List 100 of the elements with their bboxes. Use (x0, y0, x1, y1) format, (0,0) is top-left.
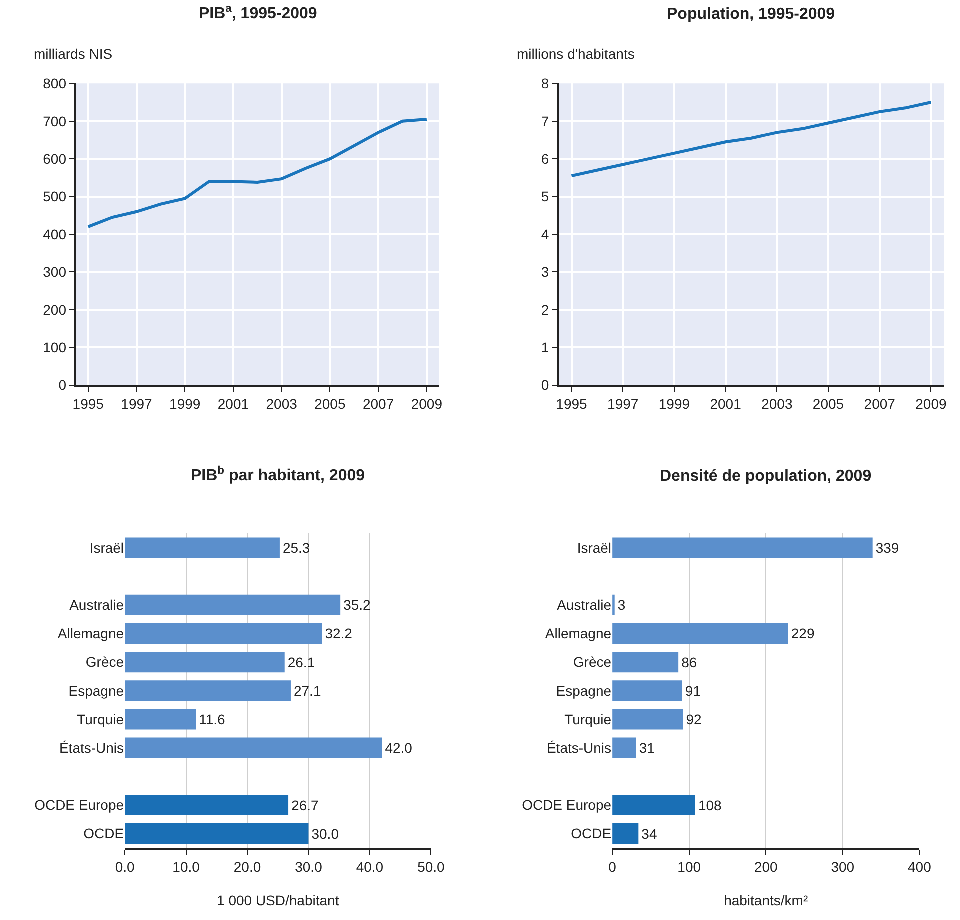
line-series (86, 118, 428, 228)
bar (612, 623, 788, 644)
x-tick-label: 200 (754, 858, 778, 875)
bar (125, 538, 280, 558)
y-tick-label: OCDE Europe (522, 797, 612, 814)
y-tick-label: 400 (43, 226, 67, 242)
y-tick-label: 6 (541, 150, 550, 167)
x-axis-title: 1 000 USD/habitant (217, 892, 340, 909)
data-label: 35.2 (344, 597, 372, 614)
x-tick-label: 50.0 (418, 858, 446, 875)
x-tick-label: 1995 (72, 396, 104, 412)
bar (612, 824, 639, 844)
y-tick-label: Turquie (564, 711, 612, 728)
bar (612, 794, 696, 816)
y-axis-title: milliards NIS (34, 46, 113, 62)
y-tick-label: Israël (90, 540, 124, 556)
x-tick-label: 10.0 (172, 858, 200, 875)
y-tick-label: 800 (43, 76, 67, 92)
x-tick-label: 2003 (266, 396, 298, 412)
y-tick-label: 300 (43, 264, 67, 280)
bar (125, 709, 196, 730)
y-tick-label: Australie (70, 597, 124, 614)
y-tick-label: 8 (541, 76, 550, 92)
data-label: 86 (682, 654, 698, 670)
x-tick-label: 2001 (218, 396, 250, 412)
y-tick-label: 5 (541, 188, 550, 205)
bar (612, 538, 873, 558)
x-tick-label: 400 (908, 858, 932, 875)
bar (125, 594, 341, 616)
y-tick-label: Allemagne (545, 626, 612, 642)
x-tick-label: 30.0 (295, 858, 323, 875)
data-label: 3 (618, 597, 626, 614)
y-tick-label: Israël (577, 540, 612, 556)
y-tick-label: 2 (541, 302, 550, 318)
y-tick-label: Turquie (77, 711, 124, 728)
x-tick-label: 2005 (314, 396, 346, 412)
data-label: 25.3 (282, 540, 310, 556)
data-label: 229 (791, 626, 815, 642)
x-tick-label: 2009 (916, 396, 947, 412)
data-label: 11.6 (199, 711, 226, 728)
data-label: 27.1 (294, 682, 322, 699)
y-tick-label: Espagne (556, 682, 612, 699)
x-tick-label: 40.0 (356, 858, 384, 875)
y-tick-label: Espagne (68, 682, 124, 699)
y-tick-label: 4 (541, 226, 550, 242)
bar (612, 738, 636, 758)
y-tick-label: 700 (43, 113, 67, 130)
y-tick-label: Grèce (573, 654, 612, 670)
y-tick-label: États-Unis (59, 740, 124, 756)
x-tick-label: 100 (678, 858, 702, 875)
bar (125, 652, 285, 673)
data-label: 31 (639, 740, 656, 756)
data-label: 339 (876, 540, 900, 556)
bar (612, 709, 684, 730)
line-series (570, 101, 933, 178)
y-tick-label: 200 (43, 302, 67, 318)
x-tick-label: 2005 (812, 396, 844, 412)
y-tick-label: OCDE Europe (34, 797, 124, 814)
bar (125, 824, 309, 844)
x-tick-label: 1999 (170, 396, 201, 412)
y-tick-label: Grèce (86, 654, 124, 670)
x-tick-label: 1997 (121, 396, 153, 412)
chart-title: PIB$^{b}$ par habitant, 2009 (191, 465, 366, 485)
y-tick-label: OCDE (84, 826, 124, 842)
y-tick-label: Australie (557, 597, 612, 614)
x-tick-label: 2003 (762, 396, 793, 412)
x-tick-label: 2009 (411, 396, 443, 412)
x-axis-title: habitants/km² (724, 892, 808, 909)
data-label: 42.0 (385, 740, 413, 756)
chart-title: Population, 1995-2009 (667, 6, 836, 23)
bar (125, 794, 289, 816)
y-tick-label: 1 (541, 340, 550, 356)
y-tick-label: 600 (43, 150, 67, 167)
y-tick-label: 0 (541, 377, 550, 394)
data-label: 108 (698, 797, 722, 814)
x-tick-label: 20.0 (234, 858, 262, 875)
data-label: 26.7 (292, 797, 319, 814)
bar (612, 652, 679, 673)
data-label: 26.1 (288, 654, 316, 670)
x-tick-label: 1997 (608, 396, 639, 412)
data-label: 30.0 (312, 826, 340, 842)
y-tick-label: États-Unis (546, 740, 612, 756)
y-tick-label: 0 (58, 377, 67, 394)
chart-title: PIB$^{a}$, 1995-2009 (199, 3, 318, 23)
x-tick-label: 300 (831, 858, 855, 875)
y-tick-label: 7 (541, 113, 550, 130)
y-tick-label: 100 (43, 340, 67, 356)
x-tick-label: 0.0 (115, 858, 135, 875)
y-tick-label: 500 (43, 188, 67, 205)
x-tick-label: 2001 (710, 396, 742, 412)
bar (125, 680, 291, 702)
y-tick-label: Allemagne (58, 626, 124, 642)
x-tick-label: 2007 (864, 396, 896, 412)
x-tick-label: 1999 (658, 396, 690, 412)
x-tick-label: 2007 (362, 396, 394, 412)
chart-title: Densité de population, 2009 (660, 468, 872, 485)
data-label: 91 (685, 682, 702, 699)
bar (612, 680, 682, 702)
data-label: 34 (642, 826, 658, 842)
y-tick-label: OCDE (571, 826, 612, 842)
